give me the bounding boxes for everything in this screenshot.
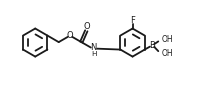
Text: OH: OH: [162, 35, 174, 44]
Text: H: H: [91, 51, 96, 57]
Text: O: O: [67, 31, 73, 40]
Text: F: F: [130, 16, 135, 25]
Text: OH: OH: [162, 49, 174, 58]
Text: O: O: [83, 22, 90, 31]
Text: B: B: [149, 41, 155, 50]
Text: N: N: [91, 43, 97, 52]
